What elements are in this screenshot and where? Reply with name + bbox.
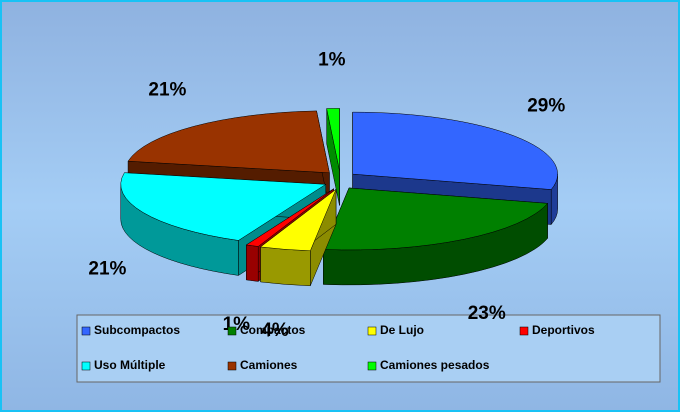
data-label: 23% <box>468 303 506 324</box>
data-label: 21% <box>88 258 126 279</box>
data-label: 29% <box>527 96 565 117</box>
legend-swatch <box>227 361 237 371</box>
legend-label: Compactos <box>240 323 306 337</box>
legend-label: De Lujo <box>380 323 424 337</box>
legend-label: Subcompactos <box>94 323 180 337</box>
legend-swatch <box>367 361 377 371</box>
legend-label: Camiones pesados <box>380 358 490 372</box>
slice <box>326 108 340 171</box>
legend-swatch <box>519 326 529 336</box>
data-label: 1% <box>318 49 346 70</box>
data-label: 21% <box>148 79 186 100</box>
slice <box>322 187 549 251</box>
legend-swatch <box>227 326 237 336</box>
legend-swatch <box>81 361 91 371</box>
data-label: 4% <box>261 320 289 341</box>
slice-wall <box>260 246 311 287</box>
slice <box>127 110 330 174</box>
slice <box>245 188 334 247</box>
legend-swatch <box>81 326 91 336</box>
legend-label: Deportivos <box>532 323 595 337</box>
slice-wall <box>246 244 259 282</box>
legend-box <box>76 314 661 383</box>
slice <box>259 188 337 252</box>
slice <box>352 111 558 190</box>
slice <box>120 172 327 241</box>
legend-label: Camiones <box>240 358 298 372</box>
legend-label: Uso Múltiple <box>94 358 166 372</box>
legend-swatch <box>367 326 377 336</box>
